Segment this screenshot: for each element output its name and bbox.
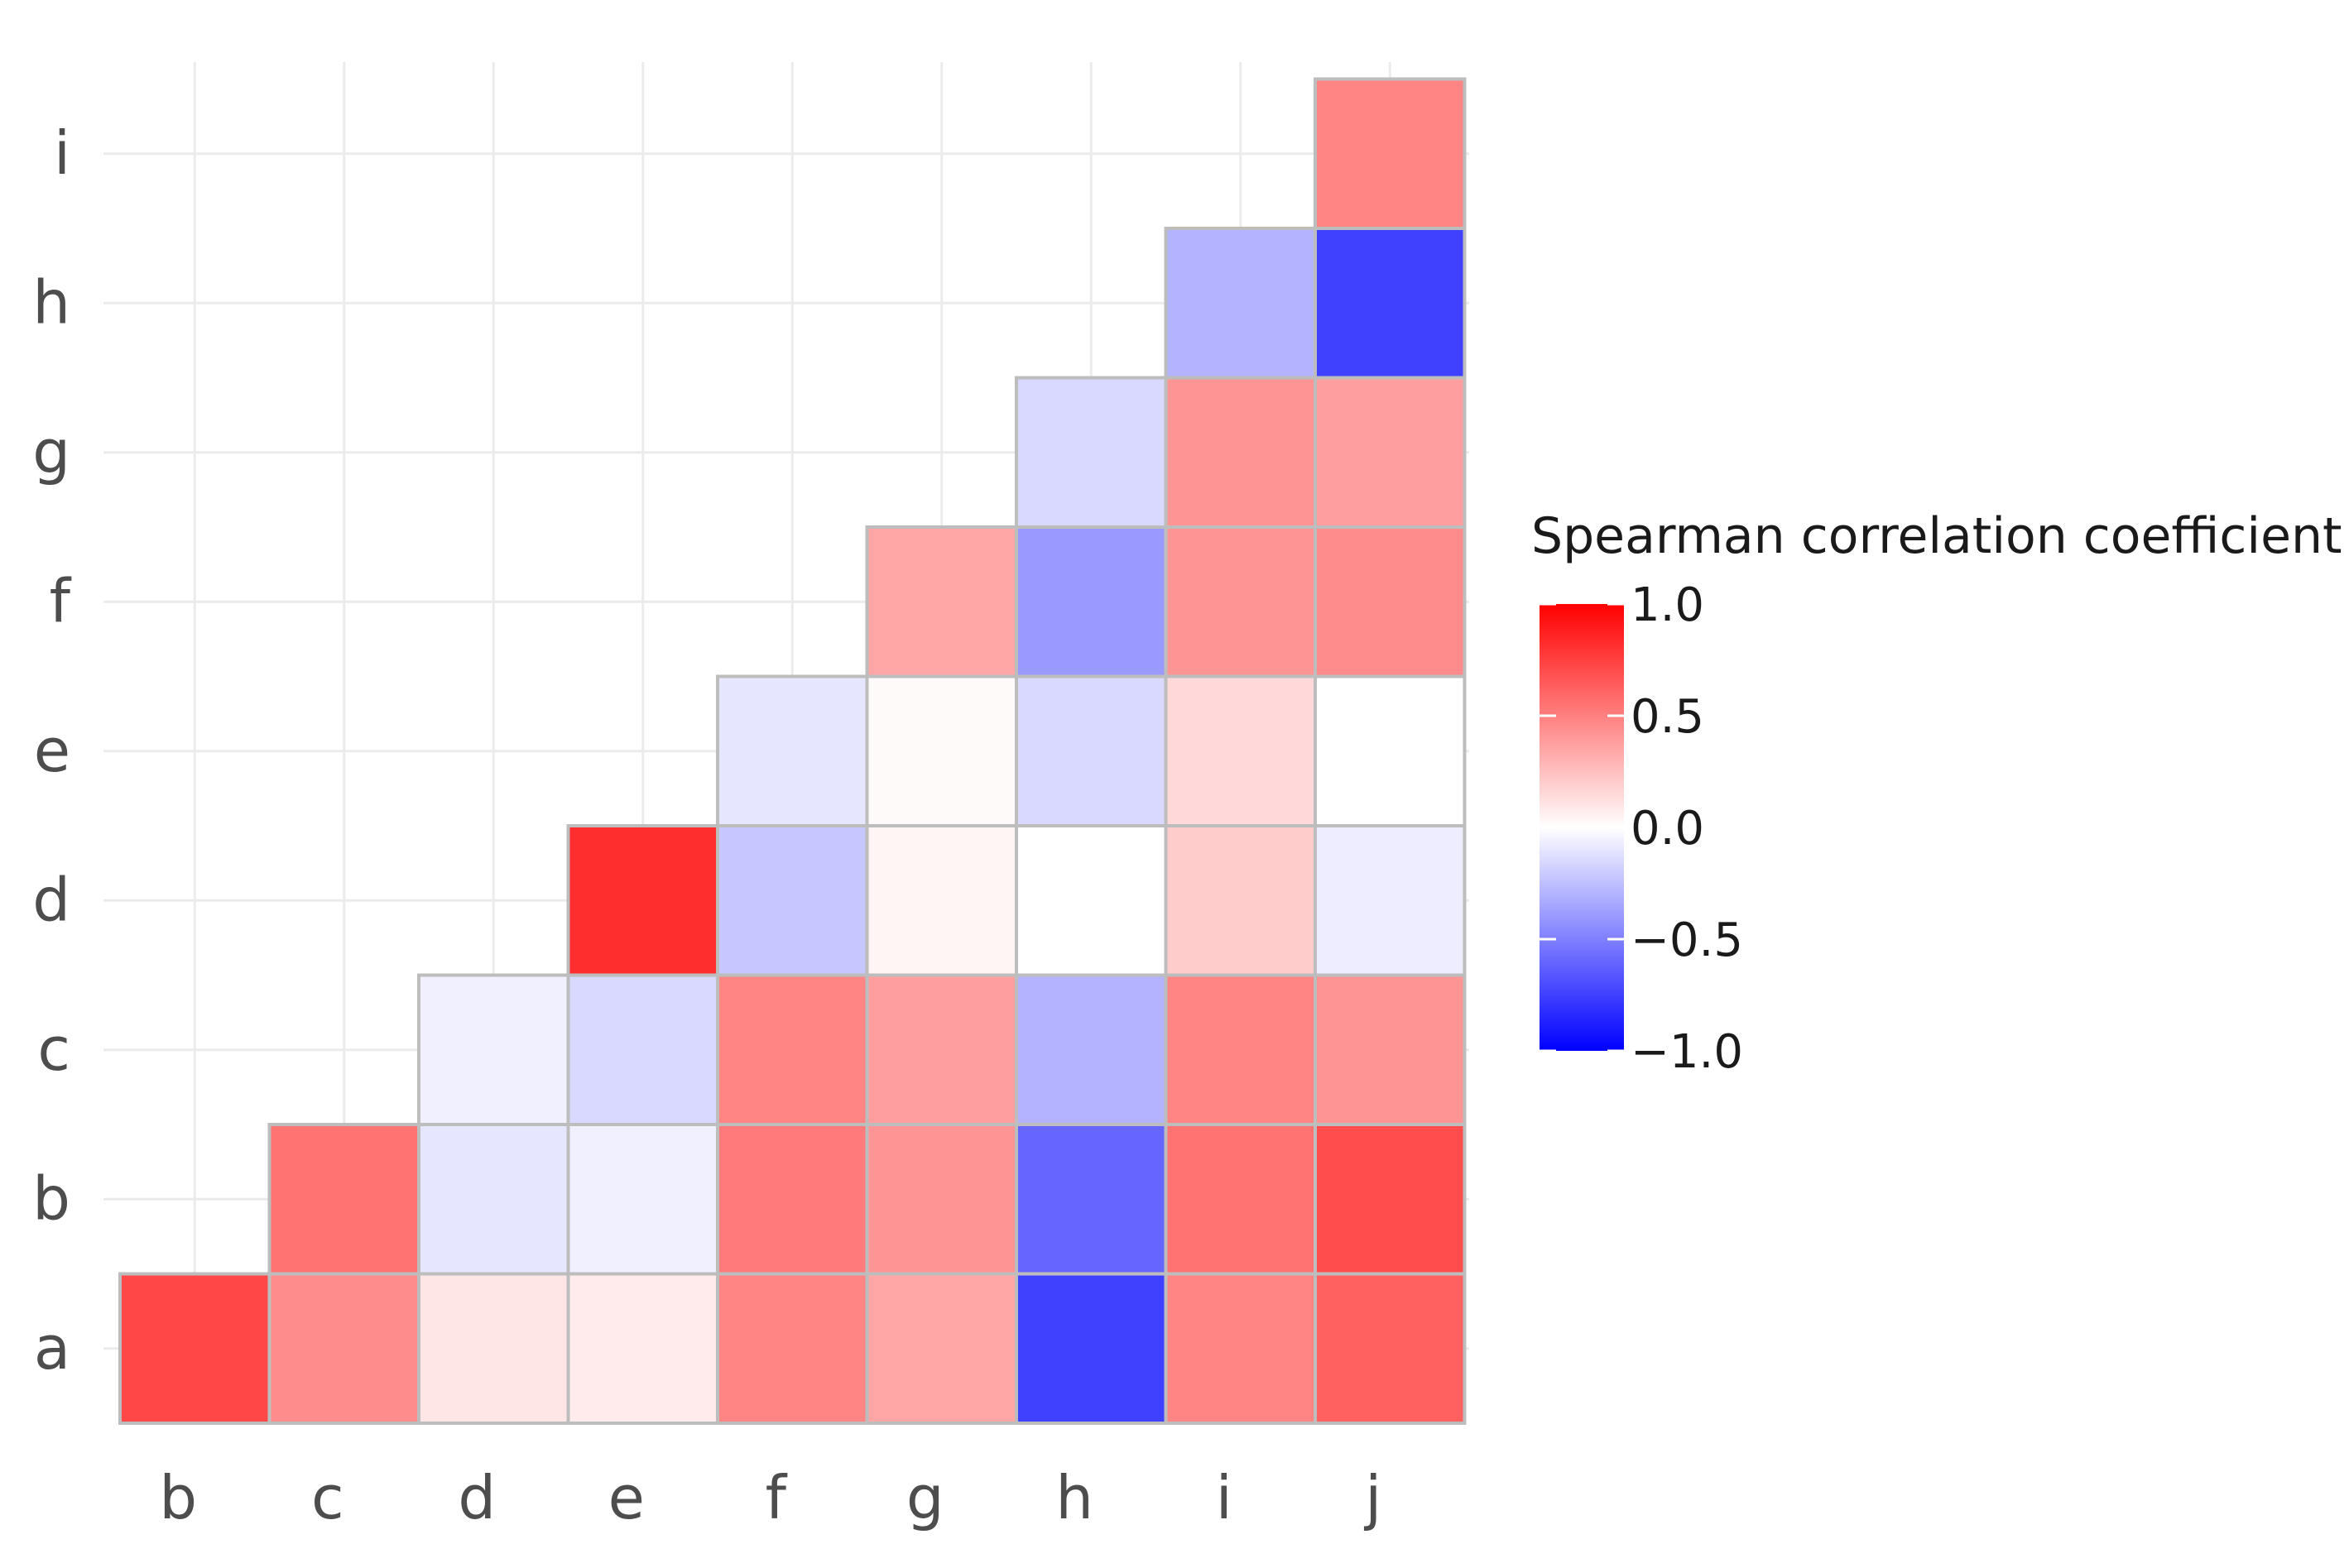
- heatmap-cell-j-f: [1314, 525, 1467, 679]
- heatmap-cell-i-g: [1164, 376, 1317, 529]
- x-tick-label: g: [906, 1463, 944, 1532]
- y-tick-label: a: [34, 1313, 70, 1383]
- y-tick-label: e: [34, 716, 70, 785]
- heatmap-cell-j-c: [1314, 973, 1467, 1126]
- legend-title: Spearman correlation coefficient: [1531, 507, 2342, 565]
- heatmap-cell-f-b: [716, 1123, 869, 1276]
- heatmap-cell-j-i: [1314, 77, 1467, 230]
- heatmap-cell-d-a: [417, 1272, 570, 1425]
- heatmap-cell-h-b: [1015, 1123, 1168, 1276]
- heatmap-cell-f-c: [716, 973, 869, 1126]
- heatmap-cell-g-e: [865, 674, 1018, 827]
- heatmap-cell-i-e: [1164, 674, 1317, 827]
- heatmap-cell-e-a: [566, 1272, 719, 1425]
- legend-tick-label: 1.0: [1631, 578, 1704, 632]
- legend-ticks: 1.0 0.5 0.0 −0.5 −1.0: [1540, 578, 1743, 1079]
- y-tick-label: h: [32, 267, 70, 337]
- color-legend: Spearman correlation coefficient 1.0 0.5 0…: [1531, 507, 2342, 1079]
- legend-tick-label: −1.0: [1631, 1025, 1743, 1079]
- heatmap-cell-b-a: [118, 1272, 271, 1425]
- heatmap-cells: [118, 77, 1467, 1425]
- x-axis: b c d e f g h i j: [159, 1463, 1381, 1532]
- heatmap-cell-h-e: [1015, 674, 1168, 827]
- heatmap-cell-j-b: [1314, 1123, 1467, 1276]
- x-tick-label: b: [159, 1463, 197, 1532]
- heatmap-cell-d-c: [417, 973, 570, 1126]
- heatmap-cell-g-f: [865, 525, 1018, 679]
- heatmap-cell-h-c: [1015, 973, 1168, 1126]
- heatmap-cell-i-d: [1164, 824, 1317, 977]
- heatmap-cell-g-d: [865, 824, 1018, 977]
- x-tick-label: f: [766, 1463, 788, 1532]
- heatmap-cell-c-b: [267, 1123, 420, 1276]
- x-tick-label: i: [1216, 1463, 1232, 1532]
- y-tick-label: g: [32, 417, 70, 487]
- y-tick-label: d: [32, 865, 70, 934]
- y-tick-label: b: [32, 1163, 70, 1233]
- heatmap-cell-i-b: [1164, 1123, 1317, 1276]
- x-tick-label: j: [1363, 1463, 1381, 1532]
- heatmap-cell-g-c: [865, 973, 1018, 1126]
- heatmap-cell-h-d: [1015, 824, 1168, 977]
- heatmap-cell-i-a: [1164, 1272, 1317, 1425]
- heatmap-cell-h-a: [1015, 1272, 1168, 1425]
- heatmap-cell-i-c: [1164, 973, 1317, 1126]
- heatmap-cell-f-a: [716, 1272, 869, 1425]
- heatmap-cell-j-d: [1314, 824, 1467, 977]
- heatmap-cell-j-g: [1314, 376, 1467, 529]
- heatmap-cell-c-a: [267, 1272, 420, 1425]
- heatmap-cell-h-f: [1015, 525, 1168, 679]
- heatmap-cell-g-a: [865, 1272, 1018, 1425]
- y-tick-label: i: [54, 118, 70, 188]
- heatmap-cell-j-a: [1314, 1272, 1467, 1425]
- heatmap-cell-e-b: [566, 1123, 719, 1276]
- legend-tick-label: 0.0: [1631, 802, 1704, 856]
- heatmap-cell-i-h: [1164, 227, 1317, 380]
- heatmap-cell-j-h: [1314, 227, 1467, 380]
- heatmap-cell-h-g: [1015, 376, 1168, 529]
- legend-tick-label: −0.5: [1631, 913, 1743, 967]
- heatmap-cell-j-e: [1314, 674, 1467, 827]
- y-axis: a b c d e f g h i: [32, 118, 71, 1383]
- heatmap-cell-d-b: [417, 1123, 570, 1276]
- heatmap-cell-e-d: [566, 824, 719, 977]
- y-tick-label: c: [37, 1014, 70, 1084]
- x-tick-label: e: [608, 1463, 645, 1532]
- heatmap-cell-e-c: [566, 973, 719, 1126]
- heatmap-cell-g-b: [865, 1123, 1018, 1276]
- heatmap-cell-f-d: [716, 824, 869, 977]
- heatmap-cell-f-e: [716, 674, 869, 827]
- x-tick-label: c: [311, 1463, 344, 1532]
- heatmap-cell-i-f: [1164, 525, 1317, 679]
- x-tick-label: h: [1055, 1463, 1093, 1532]
- legend-tick-label: 0.5: [1631, 690, 1704, 744]
- x-tick-label: d: [458, 1463, 496, 1532]
- y-tick-label: f: [50, 566, 72, 635]
